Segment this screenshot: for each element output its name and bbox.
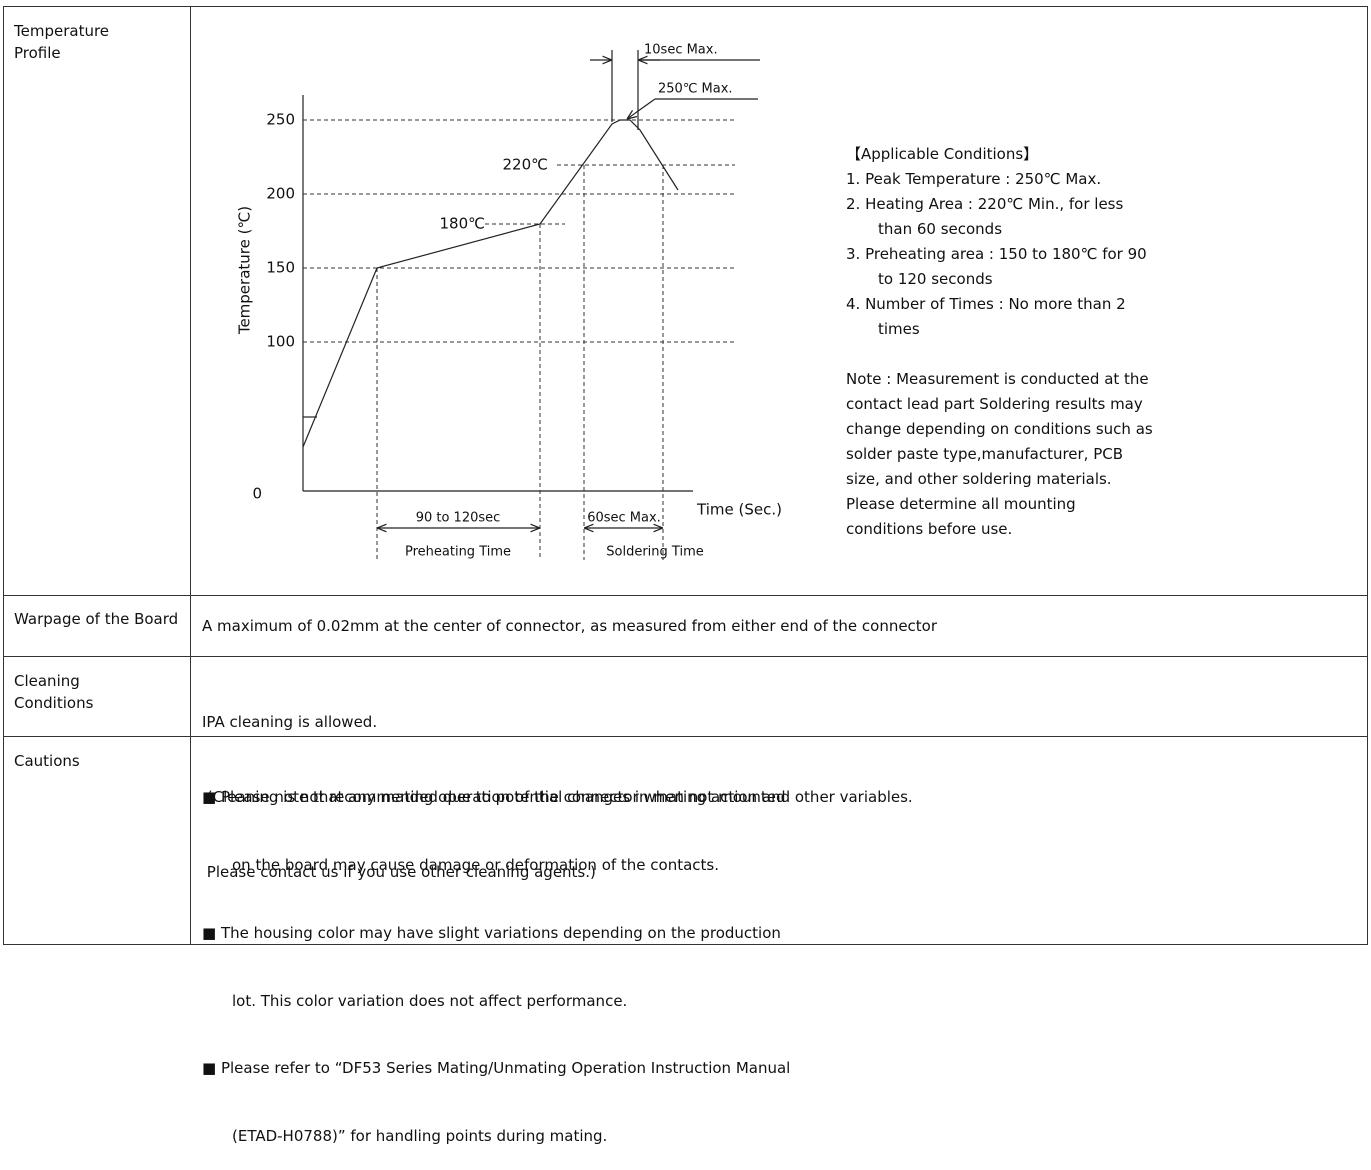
heating-temp: 220℃ [503, 156, 548, 174]
y-tick-label: 0 [252, 485, 262, 503]
preheat-span: 90 to 120sec [416, 511, 501, 526]
y-tick-label: 250 [266, 111, 295, 129]
solder-caption: Soldering Time [606, 545, 703, 560]
arrow [627, 98, 656, 119]
y-tick-label: 200 [266, 185, 295, 203]
caution-line: (ETAD-H0788)” for handling points during… [232, 1127, 608, 1146]
x-axis-label: Time (Sec.) [696, 501, 782, 519]
caution-line: ■ The housing color may have slight vari… [202, 923, 781, 942]
caution-line: ■ Please note that any mating operation … [202, 788, 786, 807]
solder-span: 60sec Max. [587, 511, 661, 526]
cautions-list: ■ Please note that any mating operation … [202, 741, 1352, 1170]
row-text: IPA cleaning is allowed. (Cleaning is no… [202, 660, 1352, 910]
caution-line: lot. This color variation does not affec… [232, 991, 628, 1010]
profile-diagram: 250 200 150 100 0 Temperature (℃) Time (… [236, 43, 782, 560]
row-label: Temperature Profile [14, 22, 110, 62]
preheat-caption: Preheating Time [405, 545, 511, 560]
caution-line: ■ Please refer to “DF53 Series Mating/Un… [202, 1059, 791, 1078]
row-text: A maximum of 0.02mm at the center of con… [202, 617, 938, 635]
y-axis-label: Temperature (℃) [236, 206, 254, 335]
conditions: 【Applicable Conditions】 1. Peak Temperat… [846, 142, 1156, 542]
preheat-temp: 180℃ [440, 215, 485, 233]
row-label: Cleaning Conditions [14, 672, 94, 712]
row-label: Cautions [14, 752, 80, 770]
row-label: Warpage of the Board [14, 610, 179, 628]
peak-temp: 250℃ Max. [658, 82, 733, 97]
page: 250 200 150 100 0 Temperature (℃) Time (… [3, 6, 1368, 1146]
condition-item: 3. Preheating area : 150 to 180℃ for 90 … [846, 245, 1147, 288]
line: IPA cleaning is allowed. [202, 713, 378, 731]
border [3, 6, 1368, 945]
note: Note : Measurement is conducted at the c… [846, 370, 1153, 538]
y-tick-label: 150 [266, 259, 295, 277]
peak-time: 10sec Max. [644, 43, 718, 58]
table-frame: 250 200 150 100 0 Temperature (℃) Time (… [3, 6, 1368, 945]
line: (Cleaning is not recommended due to pote… [202, 788, 913, 806]
line: Please contact us if you use other clean… [202, 863, 596, 881]
profile-curve [302, 119, 679, 448]
condition-item: 1. Peak Temperature : 250℃ Max. [846, 170, 1102, 188]
caution-line: on the board may cause damage or deforma… [232, 855, 720, 874]
y-tick-label: 100 [266, 333, 295, 351]
conditions-heading: 【Applicable Conditions】 [846, 145, 1039, 163]
condition-item: 2. Heating Area : 220℃ Min., for less th… [846, 195, 1124, 238]
condition-item: 4. Number of Times : No more than 2 time… [846, 295, 1126, 338]
